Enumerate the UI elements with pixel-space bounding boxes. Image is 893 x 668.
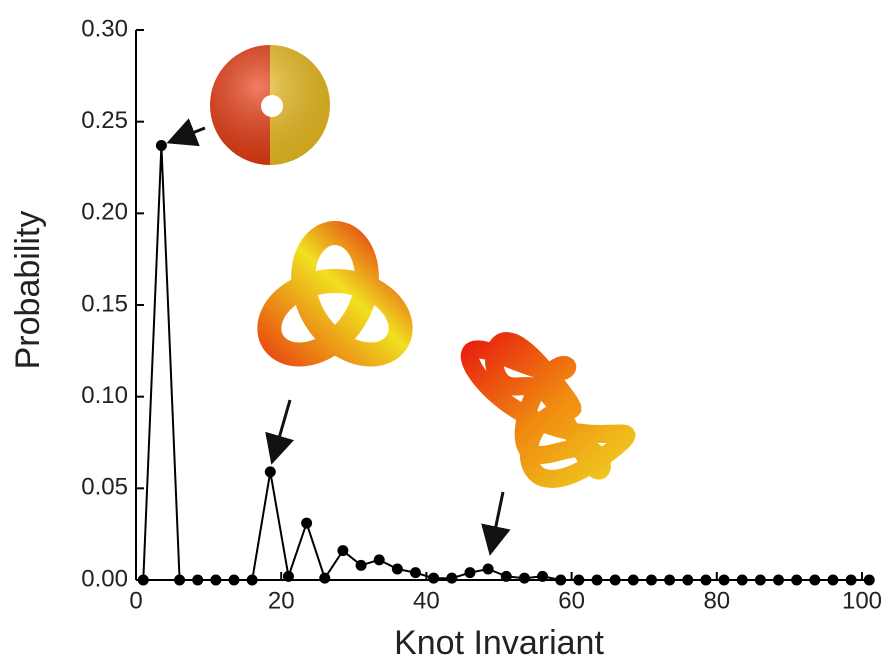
- data-point: [137, 574, 149, 586]
- data-point: [700, 574, 712, 586]
- data-point: [373, 554, 385, 566]
- knot-illustrations: [166, 45, 636, 556]
- data-point: [319, 572, 331, 584]
- y-axis-title: Probability: [9, 211, 47, 370]
- data-point: [282, 570, 294, 582]
- x-tick-label: 40: [413, 587, 440, 614]
- data-point: [174, 574, 186, 586]
- y-tick-label: 0.00: [81, 565, 128, 592]
- data-point: [718, 574, 730, 586]
- data-point: [555, 574, 567, 586]
- y-tick-label: 0.30: [81, 15, 128, 42]
- x-axis-title: Knot Invariant: [394, 624, 604, 662]
- data-point: [664, 574, 676, 586]
- data-point: [682, 574, 694, 586]
- unknot-torus: [210, 45, 330, 165]
- trefoil-knot: [257, 220, 413, 367]
- data-point: [773, 574, 785, 586]
- y-tick-label: 0.25: [81, 107, 128, 134]
- x-tick-label: 100: [842, 587, 882, 614]
- data-point: [845, 574, 857, 586]
- data-point: [609, 574, 621, 586]
- data-point: [791, 574, 803, 586]
- arrow: [481, 491, 511, 556]
- data-point: [228, 574, 240, 586]
- data-point: [264, 466, 276, 478]
- data-point: [446, 572, 458, 584]
- data-point: [500, 570, 512, 582]
- data-point: [246, 574, 258, 586]
- data-point: [518, 572, 530, 584]
- data-point: [301, 517, 313, 529]
- y-tick-label: 0.20: [81, 199, 128, 226]
- data-point: [537, 570, 549, 582]
- data-point: [192, 574, 204, 586]
- data-point: [355, 559, 367, 571]
- data-point: [754, 574, 766, 586]
- x-tick-label: 20: [268, 587, 295, 614]
- data-point: [827, 574, 839, 586]
- x-tick-label: 60: [558, 587, 585, 614]
- data-point: [736, 574, 748, 586]
- data-point: [482, 563, 494, 575]
- arrow: [265, 399, 295, 465]
- data-point: [464, 567, 476, 579]
- data-point: [645, 574, 657, 586]
- arrow: [166, 118, 206, 147]
- x-tick-label: 80: [703, 587, 730, 614]
- data-point: [210, 574, 222, 586]
- data-point: [573, 574, 585, 586]
- y-tick-label: 0.15: [81, 290, 128, 317]
- x-tick-label: 0: [129, 587, 142, 614]
- data-point: [863, 574, 875, 586]
- data-point: [809, 574, 821, 586]
- y-tick-label: 0.10: [81, 382, 128, 409]
- data-point: [337, 545, 349, 557]
- data-point: [428, 572, 440, 584]
- data-point: [155, 140, 167, 151]
- data-point: [391, 563, 403, 575]
- complex-knot: [460, 332, 636, 488]
- data-point: [591, 574, 603, 586]
- data-point: [627, 574, 639, 586]
- y-tick-label: 0.05: [81, 474, 128, 501]
- data-point: [410, 567, 422, 579]
